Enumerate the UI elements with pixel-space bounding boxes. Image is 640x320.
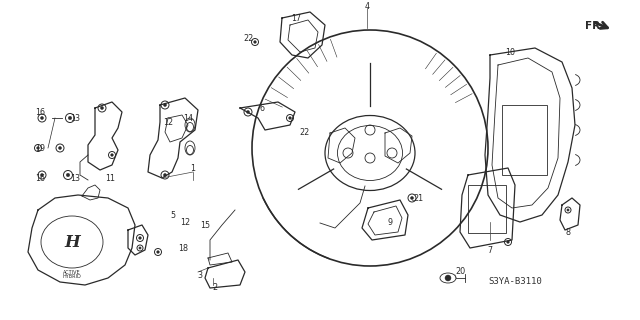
Text: 9: 9: [387, 218, 392, 227]
Text: 1: 1: [191, 164, 195, 172]
Text: 6: 6: [259, 103, 264, 113]
Text: 13: 13: [70, 114, 80, 123]
Circle shape: [68, 116, 72, 120]
Text: 16: 16: [35, 108, 45, 116]
Text: 16: 16: [35, 173, 45, 182]
Circle shape: [507, 241, 509, 243]
Bar: [502, 105, 547, 175]
Circle shape: [67, 173, 70, 177]
Circle shape: [246, 110, 250, 114]
Circle shape: [410, 196, 413, 200]
Text: 12: 12: [163, 117, 173, 126]
Text: 2: 2: [212, 284, 218, 292]
Circle shape: [157, 251, 159, 253]
Text: 15: 15: [200, 220, 210, 229]
Text: FR.: FR.: [585, 21, 604, 31]
Text: 8: 8: [566, 228, 570, 236]
Text: ACTIVE: ACTIVE: [63, 269, 81, 275]
Text: H: H: [64, 234, 80, 251]
Text: 5: 5: [170, 211, 175, 220]
Text: 18: 18: [178, 244, 188, 252]
Text: 19: 19: [35, 143, 45, 153]
Circle shape: [289, 117, 291, 119]
Circle shape: [139, 247, 141, 249]
Text: 14: 14: [183, 114, 193, 123]
Text: 11: 11: [105, 173, 115, 182]
Text: 22: 22: [243, 34, 253, 43]
Circle shape: [163, 103, 166, 107]
Text: 7: 7: [488, 245, 493, 254]
Text: 13: 13: [70, 173, 80, 182]
Text: 20: 20: [455, 268, 465, 276]
Circle shape: [567, 209, 569, 211]
Text: 21: 21: [413, 194, 423, 203]
Text: 3: 3: [198, 270, 202, 279]
Bar: [468, 185, 506, 233]
Circle shape: [445, 275, 451, 281]
Circle shape: [163, 173, 166, 177]
Text: 17: 17: [291, 13, 301, 22]
Circle shape: [100, 107, 104, 109]
Text: S3YA-B3110: S3YA-B3110: [488, 277, 541, 286]
Circle shape: [40, 116, 44, 120]
Circle shape: [139, 237, 141, 239]
Circle shape: [58, 147, 61, 149]
Text: 4: 4: [365, 2, 369, 11]
Text: HYBRID: HYBRID: [63, 275, 81, 279]
Text: 12: 12: [180, 218, 190, 227]
Circle shape: [40, 173, 44, 177]
Circle shape: [36, 147, 39, 149]
Circle shape: [111, 154, 113, 156]
Circle shape: [253, 41, 257, 43]
Text: 22: 22: [299, 127, 309, 137]
Text: 10: 10: [505, 47, 515, 57]
